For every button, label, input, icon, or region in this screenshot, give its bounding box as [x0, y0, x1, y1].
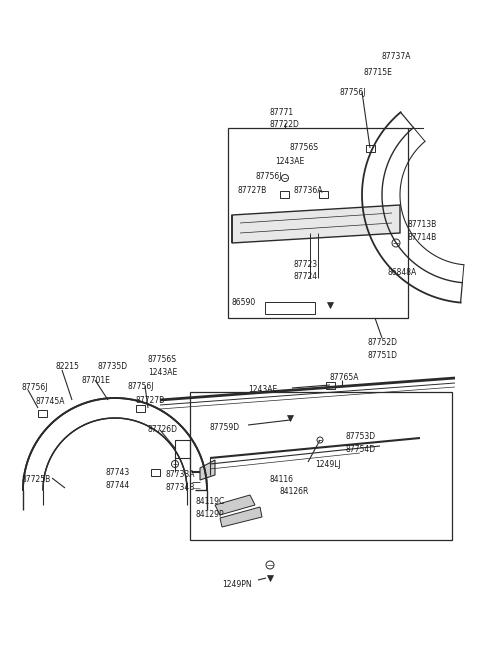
Text: 87751D: 87751D	[368, 351, 398, 360]
Text: 87736A: 87736A	[293, 186, 323, 195]
Text: 87756S: 87756S	[148, 355, 177, 364]
Text: 87725B: 87725B	[22, 475, 51, 484]
Text: 87756J: 87756J	[128, 382, 155, 391]
Text: 86590: 86590	[232, 298, 256, 307]
Bar	[175, 440, 190, 458]
Text: 87713B: 87713B	[408, 220, 437, 229]
Text: 87735D: 87735D	[98, 362, 128, 371]
Text: 87765A: 87765A	[330, 373, 360, 382]
Text: 84116: 84116	[270, 475, 294, 484]
Text: 87756J: 87756J	[340, 88, 367, 97]
Text: 84129P: 84129P	[195, 510, 224, 519]
Text: 87753D: 87753D	[345, 432, 375, 441]
Circle shape	[171, 460, 179, 468]
Text: 84119C: 84119C	[195, 497, 224, 506]
Text: 1249PN: 1249PN	[222, 580, 252, 589]
Bar	[319, 191, 327, 198]
Text: 87726D: 87726D	[148, 425, 178, 434]
Circle shape	[317, 437, 323, 443]
Text: 87727B: 87727B	[237, 186, 266, 195]
Polygon shape	[232, 205, 400, 243]
Text: 87743: 87743	[105, 468, 129, 477]
Circle shape	[281, 174, 288, 181]
Text: 82215: 82215	[55, 362, 79, 371]
Circle shape	[392, 239, 400, 247]
Bar	[151, 468, 159, 476]
Text: 87745A: 87745A	[35, 397, 64, 406]
Text: 87756S: 87756S	[290, 143, 319, 152]
Text: 87756J: 87756J	[22, 383, 48, 392]
Text: 1243AE: 1243AE	[275, 157, 304, 166]
Polygon shape	[220, 507, 262, 527]
Bar	[135, 405, 144, 411]
Text: 87733A: 87733A	[165, 470, 194, 479]
Text: 87737A: 87737A	[382, 52, 411, 61]
Bar	[325, 381, 335, 388]
Polygon shape	[200, 460, 215, 480]
Bar	[365, 145, 374, 151]
Bar	[190, 392, 452, 540]
Bar	[228, 128, 408, 318]
Text: 87744: 87744	[105, 481, 129, 490]
Bar	[279, 191, 288, 198]
Text: 87754D: 87754D	[345, 445, 375, 454]
Text: 87724: 87724	[293, 272, 317, 281]
Text: 87771: 87771	[270, 108, 294, 117]
Bar	[37, 409, 47, 417]
Text: 87734B: 87734B	[165, 483, 194, 492]
Text: 87752D: 87752D	[368, 338, 398, 347]
Text: 87714B: 87714B	[408, 233, 437, 242]
Text: 84126R: 84126R	[280, 487, 310, 496]
Bar	[265, 302, 315, 314]
Text: 87727B: 87727B	[135, 396, 164, 405]
Text: 87756J: 87756J	[255, 172, 281, 181]
Text: 87759D: 87759D	[210, 423, 240, 432]
Text: 87701E: 87701E	[82, 376, 111, 385]
Text: 86848A: 86848A	[388, 268, 417, 277]
Text: 87715E: 87715E	[364, 68, 393, 77]
Text: 1243AE: 1243AE	[248, 385, 277, 394]
Text: 1249LJ: 1249LJ	[315, 460, 341, 469]
Text: 87722D: 87722D	[270, 120, 300, 129]
Circle shape	[266, 561, 274, 569]
Polygon shape	[215, 495, 255, 515]
Text: 1243AE: 1243AE	[148, 368, 177, 377]
Text: 87723: 87723	[293, 260, 317, 269]
